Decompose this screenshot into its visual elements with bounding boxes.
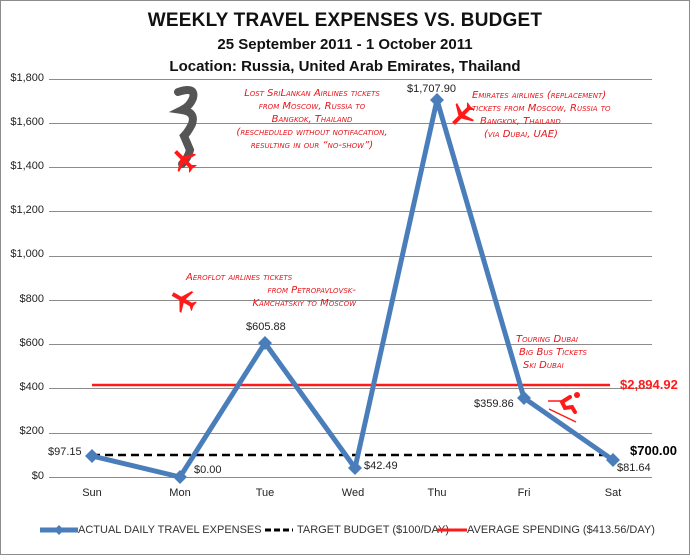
annotation-line: Bangkok, Thailand: [271, 114, 353, 125]
airplane-icon: [171, 291, 197, 313]
annotation-line: Big Bus Tickets: [519, 347, 587, 358]
budget-total: $700.00: [630, 443, 677, 458]
y-tick: $800: [19, 293, 44, 305]
x-tick: Thu: [427, 487, 447, 499]
skier-icon: [548, 392, 580, 423]
y-tick: $1,800: [10, 72, 44, 84]
annotation-emirates: Emirates airlines (replacement) tickets …: [472, 89, 672, 141]
data-markers: [85, 93, 620, 484]
x-tick: Wed: [341, 487, 365, 499]
handwritten-mark-icon: [168, 86, 198, 168]
data-label-sun: $97.15: [48, 446, 82, 458]
annotation-line: Kamchatskiy to Moscow: [252, 298, 356, 309]
annotation-dubai: Touring Dubai Big Bus Tickets Ski Dubai: [516, 333, 626, 372]
airplane-icon: [452, 102, 475, 125]
chart-title: WEEKLY TRAVEL EXPENSES VS. BUDGET: [147, 10, 543, 31]
annotation-line: Ski Dubai: [523, 360, 564, 371]
data-label-tue: $605.88: [246, 321, 286, 333]
gridlines: [49, 79, 652, 478]
annotation-aeroflot: Aeroflot airlines tickets from Petropavl…: [186, 271, 356, 310]
annotation-line: Bangkok, Thailand: [480, 116, 561, 127]
legend-label: TARGET BUDGET ($100/DAY): [297, 524, 450, 536]
x-tick: Fri: [517, 487, 531, 499]
x-tick: Sun: [82, 487, 102, 499]
data-label-mon: $0.00: [194, 464, 222, 476]
y-tick: $400: [19, 381, 44, 393]
y-tick: $200: [19, 425, 44, 437]
x-tick: Sat: [604, 487, 622, 499]
airplane-icon: [174, 150, 197, 173]
annotation-line: (rescheduled without notifacation,: [236, 127, 388, 138]
annotation-line: from Moscow, Russia to: [258, 101, 366, 112]
data-label-fri: $359.86: [474, 398, 514, 410]
legend-item-average: AVERAGE SPENDING ($413.56/DAY): [437, 524, 655, 536]
annotation-line: Aeroflot airlines tickets: [186, 272, 293, 283]
y-tick: $1,400: [10, 160, 44, 172]
y-tick: $1,000: [10, 248, 44, 260]
actual-total: $2,894.92: [620, 377, 678, 392]
legend-label: ACTUAL DAILY TRAVEL EXPENSES: [78, 524, 262, 536]
data-label-wed: $42.49: [364, 460, 398, 472]
y-tick: $1,200: [10, 204, 44, 216]
legend-swatch-actual: [40, 525, 78, 535]
annotation-line: Emirates airlines (replacement): [472, 90, 607, 101]
annotation-line: resulting in our “no-show”): [250, 140, 374, 151]
chart-legend: ACTUAL DAILY TRAVEL EXPENSES TARGET BUDG…: [40, 524, 660, 540]
y-tick: $0: [31, 470, 44, 482]
annotation-line: tickets from Moscow, Russia to: [472, 103, 611, 114]
x-tick: Tue: [255, 487, 275, 499]
annotation-line: (via Dubai, UAE): [484, 129, 558, 140]
legend-swatch-budget: [265, 528, 293, 532]
legend-swatch-average: [437, 528, 467, 532]
y-tick: $1,600: [10, 116, 44, 128]
legend-item-actual: ACTUAL DAILY TRAVEL EXPENSES: [40, 524, 262, 536]
data-label-sat: $81.64: [617, 462, 651, 474]
chart-subtitle: 25 September 2011 - 1 October 2011: [217, 36, 473, 53]
annotation-lost-tickets: Lost SriLankan Airlines tickets from Mos…: [212, 87, 412, 152]
x-tick: Mon: [169, 487, 191, 499]
chart-location: Location: Russia, United Arab Emirates, …: [169, 58, 521, 75]
annotation-line: from Petropavlovsk-: [267, 285, 356, 296]
legend-label: AVERAGE SPENDING ($413.56/DAY): [467, 524, 655, 536]
data-label-thu: $1,707.90: [407, 83, 456, 95]
legend-item-budget: TARGET BUDGET ($100/DAY): [265, 524, 449, 536]
annotation-line: Touring Dubai: [516, 334, 578, 345]
annotation-line: Lost SriLankan Airlines tickets: [244, 88, 380, 99]
y-tick: $600: [19, 337, 44, 349]
